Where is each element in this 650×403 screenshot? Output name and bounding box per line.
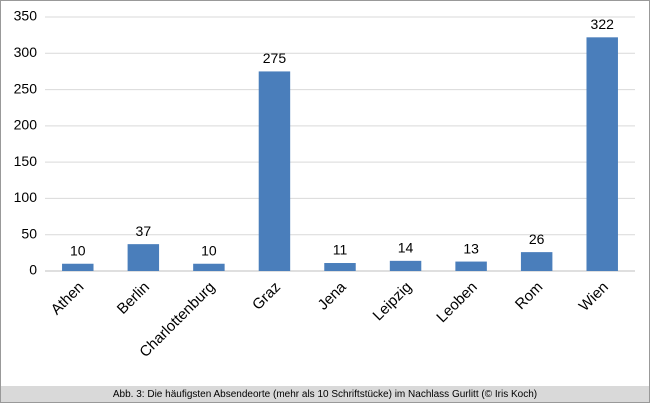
bar bbox=[324, 263, 356, 271]
y-tick-label: 250 bbox=[14, 80, 38, 96]
data-label: 275 bbox=[263, 50, 287, 66]
data-label: 10 bbox=[70, 242, 86, 258]
data-label: 13 bbox=[463, 240, 479, 256]
data-label: 14 bbox=[398, 240, 414, 256]
y-tick-label: 0 bbox=[29, 262, 37, 278]
data-label: 11 bbox=[333, 242, 348, 258]
y-tick-label: 50 bbox=[21, 225, 37, 241]
y-tick-label: 200 bbox=[14, 117, 38, 133]
y-tick-label: 300 bbox=[14, 44, 38, 60]
bar bbox=[258, 71, 291, 271]
bar bbox=[62, 263, 94, 271]
data-label: 37 bbox=[136, 223, 152, 239]
caption-band bbox=[1, 386, 649, 402]
bar bbox=[520, 252, 553, 271]
bar bbox=[389, 260, 422, 271]
caption: Abb. 3: Die häufigsten Absendeorte (mehr… bbox=[113, 389, 537, 400]
data-label: 10 bbox=[201, 242, 217, 258]
bar bbox=[455, 261, 487, 271]
bar bbox=[586, 37, 618, 271]
bar bbox=[193, 263, 225, 271]
y-tick-label: 350 bbox=[14, 8, 38, 24]
data-label: 322 bbox=[591, 16, 615, 32]
y-tick-label: 100 bbox=[14, 189, 38, 205]
y-tick-label: 150 bbox=[14, 153, 38, 169]
bar bbox=[127, 244, 160, 271]
data-label: 26 bbox=[529, 231, 545, 247]
